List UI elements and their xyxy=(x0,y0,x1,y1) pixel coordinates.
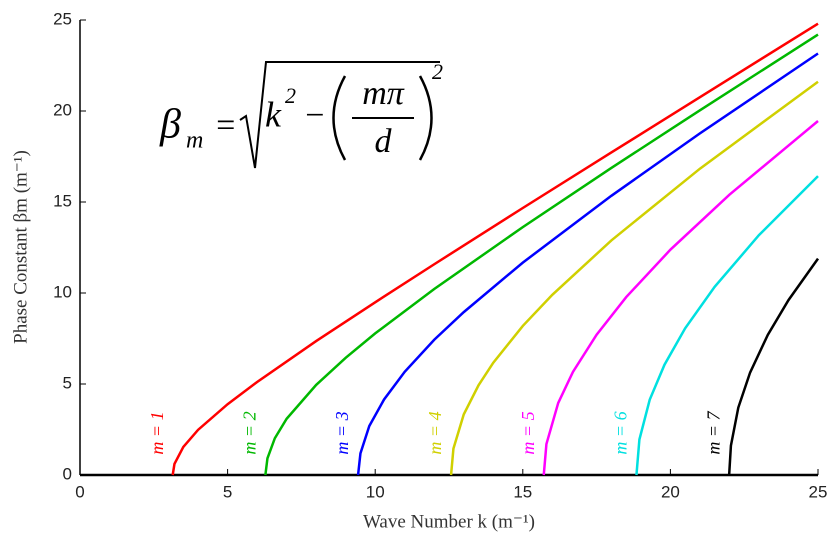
legend-label: m = 6 xyxy=(611,411,631,454)
y-tick-label: 0 xyxy=(63,464,72,483)
legend-label: m = 3 xyxy=(332,411,352,454)
y-axis-label: Phase Constant βm (m⁻¹) xyxy=(10,150,31,344)
x-tick-label: 0 xyxy=(75,482,84,501)
x-tick-label: 5 xyxy=(223,482,232,501)
eq-sub: m xyxy=(186,128,203,154)
legend-label: m = 1 xyxy=(147,411,167,454)
legend-label: m = 7 xyxy=(703,410,723,454)
equation: β m = k 2 − mπ d 2 xyxy=(159,59,443,168)
chart: β m = k 2 − mπ d 2 Wave Number k (m⁻¹) P… xyxy=(0,0,835,539)
y-tick-label: 5 xyxy=(63,373,72,392)
curve xyxy=(173,24,818,475)
eq-lhs: β xyxy=(159,102,181,148)
legend-label: m = 2 xyxy=(240,411,260,454)
eq-exp2: 2 xyxy=(432,59,443,84)
paren xyxy=(334,76,346,160)
eq-minus: − xyxy=(303,97,326,134)
eq-den: d xyxy=(375,123,393,160)
eq-exp: 2 xyxy=(285,83,296,108)
eq-num: mπ xyxy=(362,75,405,112)
x-tick-label: 20 xyxy=(661,482,680,501)
y-tick-label: 20 xyxy=(53,100,72,119)
curve xyxy=(636,176,818,475)
x-axis-label: Wave Number k (m⁻¹) xyxy=(363,511,535,532)
curve xyxy=(729,259,818,475)
y-tick-label: 15 xyxy=(53,191,72,210)
paren xyxy=(420,76,432,160)
x-tick-label: 15 xyxy=(513,482,532,501)
y-tick-label: 10 xyxy=(53,282,72,301)
legend-label: m = 5 xyxy=(518,411,538,454)
curve xyxy=(265,35,818,475)
curve xyxy=(544,121,818,475)
x-tick-label: 10 xyxy=(366,482,385,501)
eq-equals: = xyxy=(214,107,237,144)
y-tick-label: 25 xyxy=(53,9,72,28)
legend-label: m = 4 xyxy=(425,411,445,454)
curve xyxy=(451,82,818,475)
eq-k: k xyxy=(265,94,282,134)
x-tick-label: 25 xyxy=(809,482,828,501)
